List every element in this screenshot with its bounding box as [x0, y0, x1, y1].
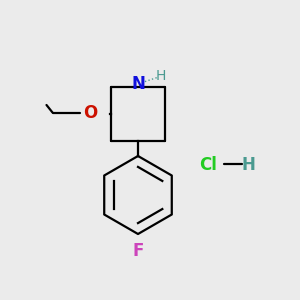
Text: Cl: Cl	[200, 156, 217, 174]
Text: H: H	[242, 156, 255, 174]
Text: N: N	[131, 75, 145, 93]
Text: H: H	[155, 70, 166, 83]
Text: F: F	[132, 242, 144, 260]
Text: O: O	[83, 103, 97, 122]
